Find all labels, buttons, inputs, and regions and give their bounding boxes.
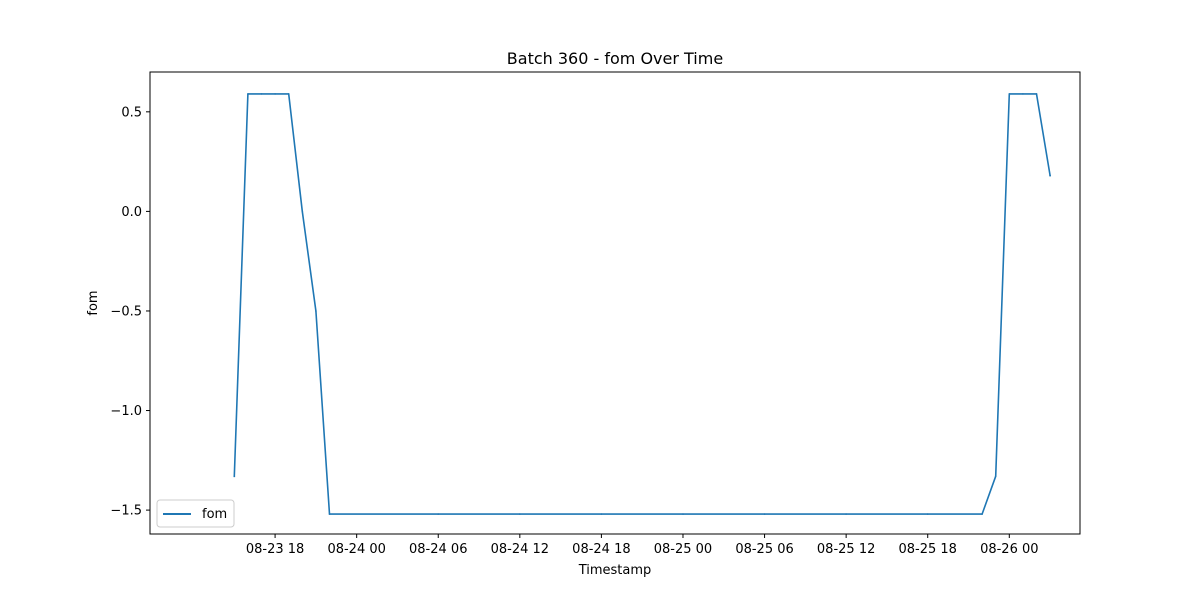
legend-label: fom <box>202 507 227 522</box>
data-point <box>600 513 603 515</box>
data-point <box>437 513 440 515</box>
x-axis-label: Timestamp <box>578 563 652 578</box>
plot-frame <box>149 71 1081 535</box>
legend-box <box>156 499 235 528</box>
data-point <box>315 310 317 312</box>
chart-title: Batch 360 - fom Over Time <box>507 49 723 68</box>
data-point <box>519 513 521 515</box>
x-tick-label: 08-25 00 <box>654 542 712 557</box>
data-point <box>845 513 847 515</box>
x-tick-label: 08-25 18 <box>898 542 956 557</box>
plot-area <box>150 72 1080 534</box>
x-tick-label: 08-23 18 <box>246 542 304 557</box>
y-axis-label: fom <box>86 290 101 315</box>
data-point <box>1035 93 1038 95</box>
x-tick-label: 08-24 06 <box>409 542 467 557</box>
y-tick-label: −1.5 <box>110 504 142 519</box>
data-point <box>260 93 263 95</box>
data-point <box>301 210 304 213</box>
data-point <box>247 93 249 95</box>
y-tick-label: −0.5 <box>110 304 142 319</box>
data-point <box>274 93 276 95</box>
data-point <box>763 513 766 515</box>
series-layer <box>233 93 1052 515</box>
y-axis: 0.5 0.0 −0.5 −1.0 −1.5 <box>110 105 150 519</box>
legend: fom <box>156 499 235 528</box>
x-tick-label: 08-25 06 <box>735 542 793 557</box>
data-point <box>1022 93 1024 95</box>
data-point <box>287 93 290 95</box>
data-point <box>981 513 983 515</box>
x-tick-label: 08-25 12 <box>817 542 875 557</box>
x-axis: 08-23 18 08-24 00 08-24 06 08-24 12 08-24 18… <box>246 534 1039 557</box>
data-point <box>926 513 929 515</box>
data-point <box>328 513 331 515</box>
data-point <box>233 475 236 478</box>
x-tick-label: 08-24 18 <box>572 542 630 557</box>
data-point <box>994 475 997 478</box>
x-tick-label: 08-26 00 <box>980 542 1038 557</box>
y-tick-label: 0.0 <box>121 205 142 220</box>
y-tick-label: −1.0 <box>110 404 142 419</box>
x-tick-label: 08-24 12 <box>491 542 549 557</box>
y-tick-label: 0.5 <box>121 105 142 120</box>
data-point <box>1008 93 1011 95</box>
data-point <box>1049 174 1051 177</box>
x-tick-label: 08-24 00 <box>327 542 385 557</box>
data-point <box>682 513 684 515</box>
